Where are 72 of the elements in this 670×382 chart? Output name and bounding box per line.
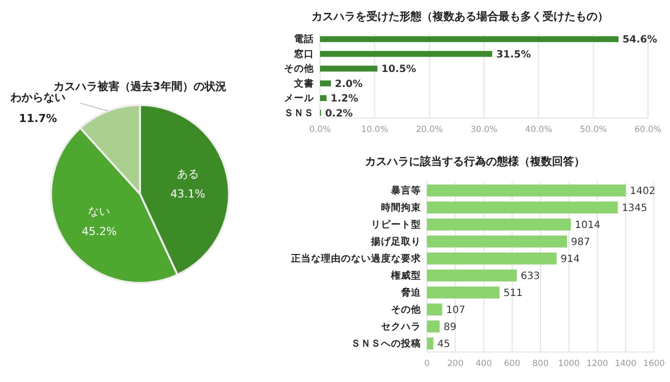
x-tick-label: 1400 — [614, 359, 636, 370]
data-label: 511 — [504, 288, 523, 299]
data-label: 43.1% — [170, 187, 206, 200]
bar — [427, 202, 618, 214]
y-tick-label: その他 — [391, 304, 422, 316]
bar — [427, 184, 626, 196]
bar — [320, 80, 331, 86]
y-tick-label: リピート型 — [371, 218, 421, 231]
data-label: 45.2% — [82, 225, 117, 238]
x-tick-label: 200 — [447, 359, 464, 370]
y-tick-label: 脅迫 — [400, 286, 422, 299]
chart-title: カスハラ被害（過去3年間）の状況 — [54, 80, 226, 93]
text: 2.0% — [334, 78, 363, 90]
data-label: 45 — [437, 339, 450, 350]
text: 31.5% — [496, 49, 531, 60]
slice-label: ある — [176, 167, 199, 180]
data-label: 107 — [446, 305, 466, 316]
x-tick-label: 1600 — [643, 359, 665, 370]
bar — [427, 270, 517, 282]
y-tick-label: 窓口 — [294, 48, 314, 60]
slice-label: わからない — [10, 91, 66, 104]
text: 10.5% — [381, 64, 416, 76]
y-tick-label: メール — [284, 93, 315, 104]
y-tick-label: 正当な理由のない過度な要求 — [290, 252, 422, 265]
text: 0.2% — [325, 108, 353, 120]
x-tick-label: 40.0% — [525, 125, 552, 136]
y-tick-label: 暴言等 — [390, 184, 421, 197]
y-tick-label: その他 — [284, 62, 315, 75]
data-label: 987 — [571, 237, 590, 248]
y-tick-label: 権威型 — [390, 270, 421, 282]
data-label: 633 — [520, 271, 540, 282]
y-tick-label: 文書 — [293, 77, 314, 90]
bar — [427, 252, 557, 264]
y-tick-label: ＳＮＳへの投稿 — [351, 338, 421, 350]
x-tick-label: 20.0% — [416, 125, 443, 136]
y-tick-label: 電話 — [294, 33, 314, 46]
y-tick-label: セクハラ — [381, 322, 421, 333]
x-tick-label: 1000 — [558, 359, 580, 370]
data-label: 1402 — [630, 186, 656, 197]
x-tick-label: 50.0% — [580, 125, 607, 136]
data-label: 11.7% — [18, 112, 58, 125]
bar — [427, 218, 571, 230]
bar — [320, 95, 327, 102]
text: 1.2% — [330, 94, 358, 105]
x-tick-label: 10.0% — [361, 125, 388, 136]
x-tick-label: 400 — [476, 359, 492, 370]
y-tick-label: 揚げ足取り — [370, 236, 421, 248]
x-tick-label: 60.0% — [634, 125, 662, 136]
bar — [320, 66, 378, 72]
bar — [320, 36, 618, 42]
bar — [427, 236, 568, 248]
data-label: 89 — [444, 322, 456, 333]
bar — [427, 338, 434, 350]
y-tick-label: ＳＮＳ — [284, 108, 314, 119]
chart-title: カスハラを受けた形態（複数ある場合最も多く受けたもの） — [312, 10, 608, 23]
data-label: 1345 — [622, 203, 648, 214]
y-tick-label: 時間拘束 — [381, 202, 421, 214]
bar — [427, 286, 500, 298]
x-tick-label: 0.0% — [309, 125, 331, 136]
bar — [427, 304, 442, 316]
x-tick-label: 0 — [424, 359, 430, 370]
x-tick-label: 30.0% — [470, 125, 498, 136]
chart-title: カスハラに該当する行為の態様（複数回答） — [365, 155, 585, 168]
x-tick-label: 1200 — [586, 359, 608, 370]
x-tick-label: 800 — [532, 359, 549, 370]
bar — [427, 320, 440, 332]
data-label: 1014 — [574, 220, 600, 231]
data-label: 914 — [560, 254, 580, 265]
text: 54.6% — [622, 34, 658, 46]
x-tick-label: 600 — [504, 359, 520, 370]
bar — [320, 50, 492, 57]
slice-label: ない — [88, 205, 110, 218]
